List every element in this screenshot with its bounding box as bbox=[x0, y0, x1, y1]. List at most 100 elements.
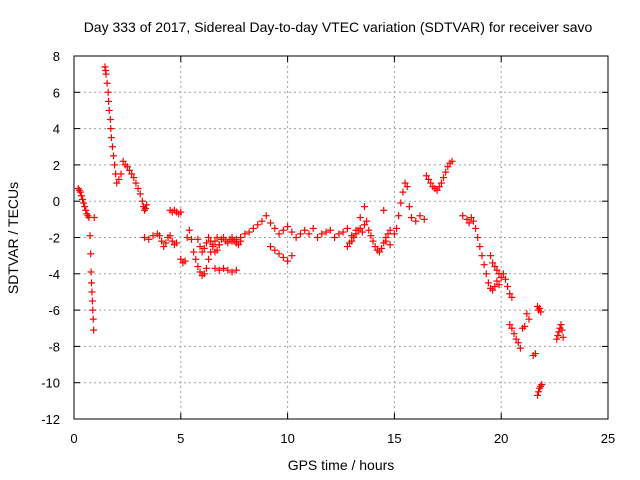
data-point bbox=[523, 310, 531, 318]
data-point bbox=[433, 186, 441, 194]
data-point bbox=[489, 286, 497, 294]
data-point bbox=[271, 224, 279, 232]
data-point bbox=[88, 279, 96, 287]
data-point bbox=[401, 179, 409, 187]
data-point bbox=[267, 219, 275, 227]
data-point bbox=[215, 266, 223, 274]
data-point bbox=[508, 324, 516, 332]
data-point bbox=[262, 212, 270, 220]
data-point bbox=[399, 188, 407, 196]
data-point bbox=[190, 248, 198, 256]
data-point bbox=[516, 344, 524, 352]
data-point bbox=[183, 234, 191, 241]
data-point bbox=[365, 226, 373, 234]
data-point bbox=[177, 208, 185, 216]
data-point bbox=[284, 257, 292, 265]
data-point bbox=[113, 179, 121, 187]
data-point bbox=[81, 203, 89, 211]
data-point bbox=[534, 391, 542, 399]
data-point bbox=[538, 381, 546, 389]
data-point bbox=[258, 217, 266, 225]
data-point bbox=[115, 175, 123, 183]
data-point bbox=[232, 266, 240, 274]
data-point bbox=[537, 308, 545, 316]
data-point bbox=[469, 217, 477, 225]
data-point bbox=[194, 263, 202, 271]
y-tick-label: 0 bbox=[53, 194, 60, 209]
data-point bbox=[173, 239, 181, 247]
data-point bbox=[375, 248, 383, 256]
data-point bbox=[536, 304, 544, 312]
data-point bbox=[198, 248, 206, 256]
y-tick-label: -12 bbox=[41, 412, 60, 427]
data-point bbox=[200, 244, 208, 252]
data-point bbox=[476, 243, 484, 251]
data-point bbox=[508, 293, 516, 301]
data-point bbox=[382, 237, 390, 245]
data-point bbox=[525, 315, 533, 323]
x-tick-label: 15 bbox=[387, 431, 401, 446]
data-point bbox=[350, 234, 358, 241]
data-point bbox=[459, 212, 467, 220]
data-point bbox=[440, 174, 448, 182]
data-point bbox=[465, 219, 473, 227]
data-point bbox=[478, 252, 486, 260]
data-point bbox=[343, 243, 351, 251]
data-point bbox=[196, 268, 204, 276]
data-point bbox=[111, 161, 119, 169]
data-point bbox=[386, 226, 394, 234]
data-point bbox=[437, 179, 445, 187]
data-point bbox=[209, 243, 217, 251]
data-point bbox=[356, 214, 364, 222]
data-point bbox=[158, 237, 166, 245]
data-point bbox=[196, 243, 204, 251]
x-tick-label: 20 bbox=[494, 431, 508, 446]
data-point bbox=[88, 288, 96, 296]
data-point bbox=[427, 179, 435, 187]
data-point bbox=[205, 234, 213, 241]
data-point bbox=[143, 201, 151, 209]
data-point bbox=[442, 168, 450, 176]
data-point bbox=[228, 237, 236, 245]
data-point bbox=[484, 279, 492, 287]
data-point bbox=[194, 235, 202, 243]
data-point bbox=[487, 252, 495, 260]
data-point bbox=[369, 237, 377, 245]
data-point bbox=[393, 224, 401, 232]
data-point bbox=[309, 224, 317, 232]
data-point bbox=[292, 234, 300, 241]
data-point bbox=[497, 273, 505, 281]
data-point bbox=[101, 63, 109, 71]
y-tick-label: -8 bbox=[48, 339, 60, 354]
data-point bbox=[234, 241, 242, 249]
data-point bbox=[105, 97, 113, 105]
data-point bbox=[521, 322, 529, 330]
data-point bbox=[420, 215, 428, 223]
data-point bbox=[213, 246, 221, 254]
data-point bbox=[275, 230, 283, 238]
data-point bbox=[412, 217, 420, 225]
data-point bbox=[390, 230, 398, 238]
data-point bbox=[403, 183, 411, 191]
data-point bbox=[77, 192, 85, 200]
data-point bbox=[202, 264, 210, 272]
data-point bbox=[499, 270, 507, 278]
data-point bbox=[82, 206, 90, 214]
data-point bbox=[102, 70, 110, 78]
data-point bbox=[395, 212, 403, 220]
data-point bbox=[90, 214, 98, 222]
y-tick-label: 4 bbox=[53, 122, 60, 137]
data-point bbox=[142, 204, 150, 212]
data-point bbox=[384, 230, 392, 238]
data-point bbox=[136, 190, 144, 198]
data-point bbox=[322, 228, 330, 236]
data-point bbox=[301, 226, 309, 234]
y-tick-label: -6 bbox=[48, 303, 60, 318]
data-point bbox=[215, 241, 223, 249]
data-point bbox=[155, 232, 163, 240]
data-point bbox=[506, 290, 514, 298]
data-point bbox=[213, 234, 221, 241]
data-point bbox=[187, 235, 195, 243]
data-point bbox=[267, 243, 275, 251]
data-point bbox=[318, 230, 326, 238]
